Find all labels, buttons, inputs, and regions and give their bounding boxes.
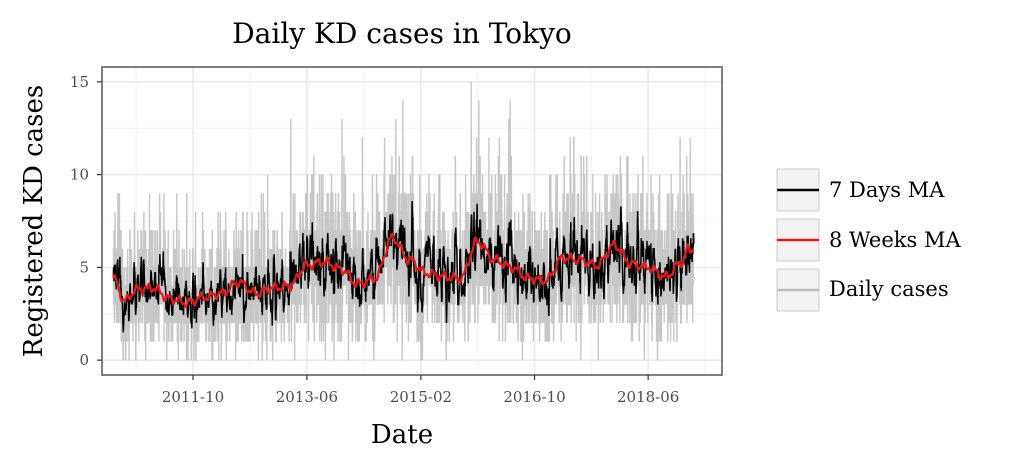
x-axis: 2011-10 2013-06 2015-02 2016-10 2018-06 (162, 375, 679, 406)
legend-label-daily-cases: Daily cases (829, 277, 949, 301)
y-axis-title: Registered KD cases (19, 85, 49, 358)
x-axis-title: Date (371, 420, 433, 450)
x-tick-label: 2013-06 (276, 388, 338, 406)
y-tick-label: 15 (70, 73, 89, 91)
plot-panel (101, 66, 723, 376)
legend-item-8-weeks-ma: 8 Weeks MA (776, 218, 961, 262)
x-tick-label: 2016-10 (503, 388, 565, 406)
panel-border (101, 66, 723, 376)
chart-title: Daily KD cases in Tokyo (232, 17, 572, 50)
legend-item-7-days-ma: 7 Days MA (776, 168, 945, 212)
legend: 7 Days MA 8 Weeks MA Daily cases (776, 168, 961, 312)
y-axis: 0 5 10 15 (70, 73, 102, 369)
x-tick-label: 2015-02 (390, 388, 452, 406)
legend-label-8-weeks-ma: 8 Weeks MA (829, 228, 961, 252)
legend-label-7-days-ma: 7 Days MA (829, 178, 945, 202)
y-tick-label: 5 (79, 258, 89, 276)
x-tick-label: 2011-10 (162, 388, 224, 406)
x-tick-label: 2018-06 (617, 388, 679, 406)
line-8-weeks-ma (112, 232, 695, 309)
legend-item-daily-cases: Daily cases (776, 268, 949, 312)
y-tick-label: 10 (70, 166, 89, 184)
series-8-weeks-ma (112, 232, 695, 309)
y-tick-label: 0 (79, 351, 89, 369)
